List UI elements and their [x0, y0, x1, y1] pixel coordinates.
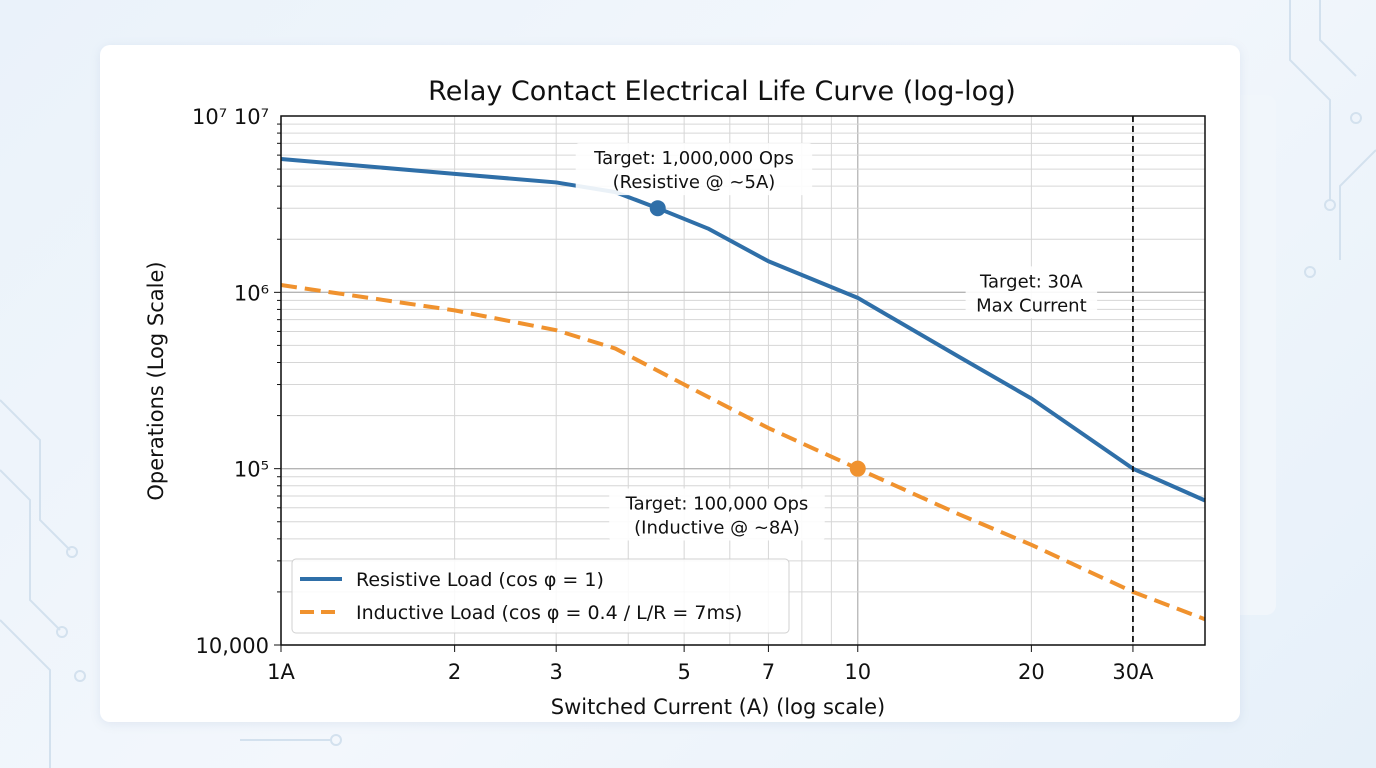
x-tick-label: 2	[448, 660, 461, 684]
x-tick-label: 3	[549, 660, 562, 684]
x-axis-label: Switched Current (A) (log scale)	[551, 695, 886, 719]
x-tick-label: 10	[844, 660, 871, 684]
series-line-1	[280, 283, 1206, 622]
annotation-text: Max Current	[976, 295, 1087, 316]
x-tick-label: 7	[762, 660, 775, 684]
y-tick-label: 10,000	[196, 634, 269, 658]
target-marker	[849, 460, 866, 477]
legend-box	[291, 558, 790, 634]
chart-title: Relay Contact Electrical Life Curve (log…	[428, 76, 1016, 107]
annotation-text: Target: 100,000 Ops	[625, 493, 809, 514]
annotation-box	[575, 143, 813, 196]
annotation-box	[609, 488, 825, 541]
x-tick-label: 1A	[267, 660, 295, 684]
x-tick-label: 30A	[1112, 660, 1154, 684]
target-marker	[649, 200, 666, 217]
legend-label: Inductive Load (cos φ = 0.4 / L/R = 7ms)	[356, 602, 742, 624]
annotation-text: Target: 30A	[979, 271, 1083, 292]
annotation-text: (Resistive @ ~5A)	[613, 172, 776, 193]
y-tick-label: 10⁶	[234, 281, 269, 305]
x-tick-label: 20	[1018, 660, 1045, 684]
annotation-box	[965, 266, 1098, 319]
series-line-0	[280, 157, 1206, 503]
y-tick-label: 10⁵	[234, 458, 269, 482]
y-axis-label: Operations (Log Scale)	[144, 261, 168, 500]
legend-label: Resistive Load (cos φ = 1)	[356, 569, 604, 591]
y-tick-label: 10⁷ 10⁷	[192, 105, 269, 129]
annotation-text: (Inductive @ ~8A)	[634, 517, 800, 538]
x-tick-label: 5	[677, 660, 690, 684]
annotation-text: Target: 1,000,000 Ops	[593, 148, 794, 169]
plot-frame	[280, 115, 1206, 646]
